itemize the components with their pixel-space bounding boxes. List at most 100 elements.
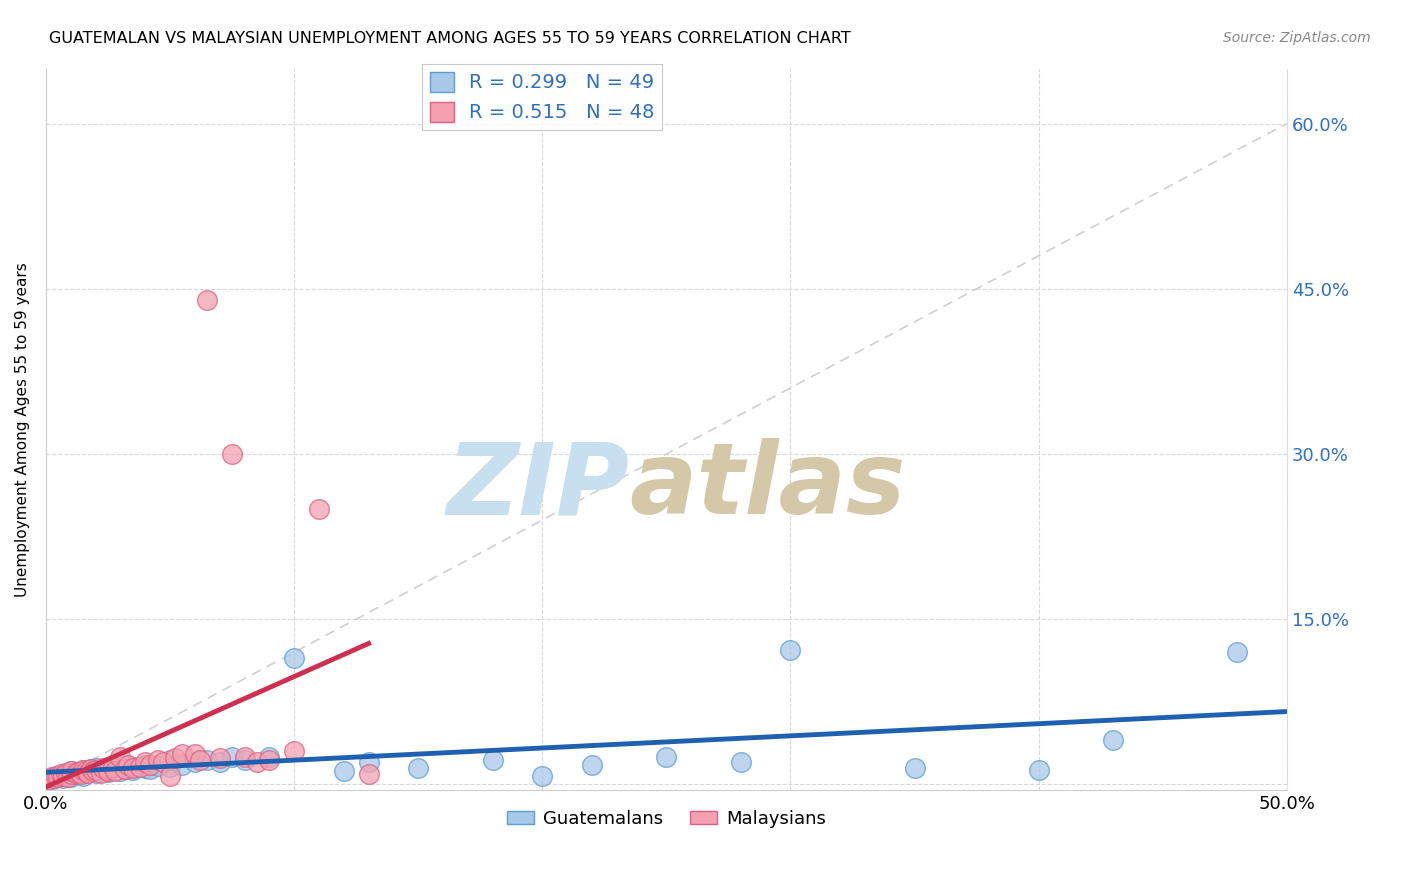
Y-axis label: Unemployment Among Ages 55 to 59 years: Unemployment Among Ages 55 to 59 years <box>15 262 30 597</box>
Point <box>90 764 112 779</box>
Point <box>581 757 603 772</box>
Point <box>406 761 429 775</box>
Point <box>104 763 127 777</box>
Point <box>184 747 207 761</box>
Point <box>114 762 136 776</box>
Point <box>72 763 94 777</box>
Point <box>67 765 90 780</box>
Point <box>37 772 59 786</box>
Point <box>159 760 181 774</box>
Point <box>114 762 136 776</box>
Point <box>208 756 231 770</box>
Point <box>59 764 82 779</box>
Point <box>159 769 181 783</box>
Point <box>134 756 156 770</box>
Point <box>48 770 70 784</box>
Point <box>221 447 243 461</box>
Point <box>69 767 91 781</box>
Point <box>259 750 281 764</box>
Point <box>48 769 70 783</box>
Point <box>308 502 330 516</box>
Point <box>1226 645 1249 659</box>
Point <box>146 753 169 767</box>
Point <box>481 753 503 767</box>
Text: Source: ZipAtlas.com: Source: ZipAtlas.com <box>1223 31 1371 45</box>
Point <box>134 761 156 775</box>
Point <box>42 771 65 785</box>
Point <box>84 761 107 775</box>
Point <box>283 650 305 665</box>
Point <box>97 764 120 779</box>
Point <box>172 747 194 761</box>
Point <box>172 757 194 772</box>
Point <box>221 750 243 764</box>
Point <box>75 764 97 779</box>
Point <box>110 764 132 779</box>
Point <box>59 767 82 781</box>
Point <box>65 766 87 780</box>
Point <box>188 753 211 767</box>
Point <box>129 760 152 774</box>
Point <box>259 753 281 767</box>
Point <box>357 756 380 770</box>
Point <box>79 762 101 776</box>
Legend: Guatemalans, Malaysians: Guatemalans, Malaysians <box>499 803 834 835</box>
Point <box>52 769 75 783</box>
Point <box>52 771 75 785</box>
Point <box>333 764 356 779</box>
Point <box>55 766 77 780</box>
Point <box>208 751 231 765</box>
Point <box>110 750 132 764</box>
Point <box>357 767 380 781</box>
Point <box>730 756 752 770</box>
Point <box>1102 733 1125 747</box>
Point <box>84 766 107 780</box>
Point <box>233 750 256 764</box>
Point <box>58 770 80 784</box>
Text: atlas: atlas <box>628 439 905 535</box>
Point <box>139 762 162 776</box>
Point <box>195 293 218 307</box>
Point <box>903 761 925 775</box>
Point <box>184 756 207 770</box>
Point <box>72 769 94 783</box>
Point <box>97 765 120 780</box>
Point <box>104 764 127 779</box>
Point <box>121 760 143 774</box>
Point <box>84 763 107 777</box>
Point <box>75 766 97 780</box>
Point <box>97 760 120 774</box>
Point <box>121 763 143 777</box>
Point <box>101 760 124 774</box>
Point <box>59 770 82 784</box>
Point <box>79 762 101 776</box>
Point <box>45 769 67 783</box>
Point <box>283 744 305 758</box>
Point <box>117 757 139 772</box>
Text: ZIP: ZIP <box>446 439 628 535</box>
Point <box>139 757 162 772</box>
Point <box>134 757 156 772</box>
Point <box>159 753 181 767</box>
Point <box>121 761 143 775</box>
Point <box>233 753 256 767</box>
Text: GUATEMALAN VS MALAYSIAN UNEMPLOYMENT AMONG AGES 55 TO 59 YEARS CORRELATION CHART: GUATEMALAN VS MALAYSIAN UNEMPLOYMENT AMO… <box>49 31 851 46</box>
Point <box>152 756 174 770</box>
Point <box>82 764 104 779</box>
Point <box>779 643 801 657</box>
Point <box>163 751 186 765</box>
Point <box>59 764 82 779</box>
Point <box>72 763 94 777</box>
Point <box>55 766 77 780</box>
Point <box>90 766 112 780</box>
Point <box>195 753 218 767</box>
Point <box>655 750 678 764</box>
Point <box>42 772 65 786</box>
Point <box>531 769 554 783</box>
Point <box>91 761 114 775</box>
Point <box>39 770 62 784</box>
Point <box>1028 763 1050 777</box>
Point <box>246 756 269 770</box>
Point <box>65 767 87 781</box>
Point <box>49 767 72 781</box>
